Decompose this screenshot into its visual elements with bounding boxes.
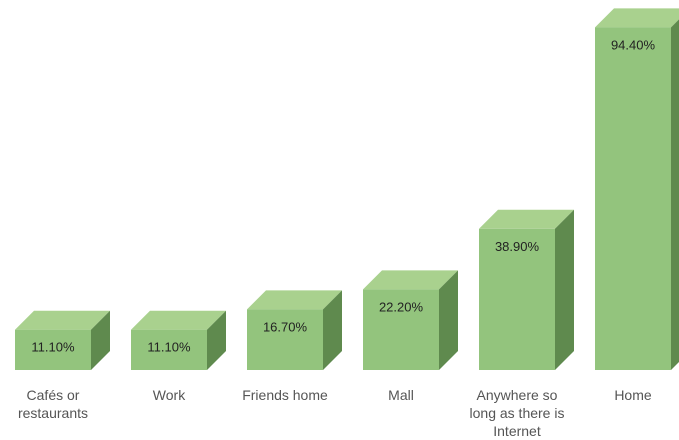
bar-3: 16.70% — [247, 290, 342, 370]
bar-front-face — [479, 228, 555, 370]
category-label-line: Cafés or — [26, 387, 80, 403]
data-label: 22.20% — [379, 299, 424, 314]
data-label: 11.10% — [147, 340, 191, 355]
bar-top-face — [363, 270, 458, 290]
category-label-line: Mall — [388, 387, 414, 403]
bar-5: 38.90% — [479, 209, 574, 370]
bar-front-face — [247, 309, 323, 370]
data-label: 11.10% — [31, 340, 75, 355]
category-label-line: Friends home — [242, 387, 328, 403]
data-label: 16.70% — [263, 319, 308, 334]
category-label: Work — [111, 386, 227, 404]
bar-side-face — [207, 310, 226, 370]
bar-side-face — [323, 290, 342, 370]
category-label: Anywhere so long as there is Internet — [459, 386, 575, 440]
data-label: 94.40% — [611, 37, 656, 52]
category-label-line: restaurants — [17, 405, 89, 421]
category-label: Mall — [343, 386, 459, 404]
bar-top-face — [595, 8, 679, 28]
category-label-line: Work — [152, 387, 186, 403]
category-label: Cafés or restaurants — [0, 386, 111, 422]
bar-side-face — [439, 270, 458, 370]
data-label: 38.90% — [495, 239, 540, 254]
bar-top-face — [131, 310, 226, 330]
category-label-line: Internet — [493, 423, 541, 439]
bar-side-face — [671, 19, 679, 370]
bar-side-face — [555, 209, 574, 370]
category-label-line: long as there is — [469, 405, 565, 421]
bar-6: 94.40% — [595, 8, 679, 370]
bar-front-face — [595, 27, 671, 370]
bar-front-face — [363, 289, 439, 370]
category-label-line: Anywhere so — [476, 387, 558, 403]
bar-4: 22.20% — [363, 270, 458, 370]
bar-side-face — [91, 310, 110, 370]
bar-1: 11.10% — [15, 310, 110, 370]
bar-2: 11.10% — [131, 310, 226, 370]
bar-top-face — [479, 209, 574, 229]
bar-top-face — [15, 310, 110, 330]
category-label: Friends home — [227, 386, 343, 404]
category-label: Home — [575, 386, 679, 404]
bar-top-face — [247, 290, 342, 310]
category-label-line: Home — [614, 387, 652, 403]
bar-front-face — [131, 329, 207, 370]
bar-front-face — [15, 329, 91, 370]
